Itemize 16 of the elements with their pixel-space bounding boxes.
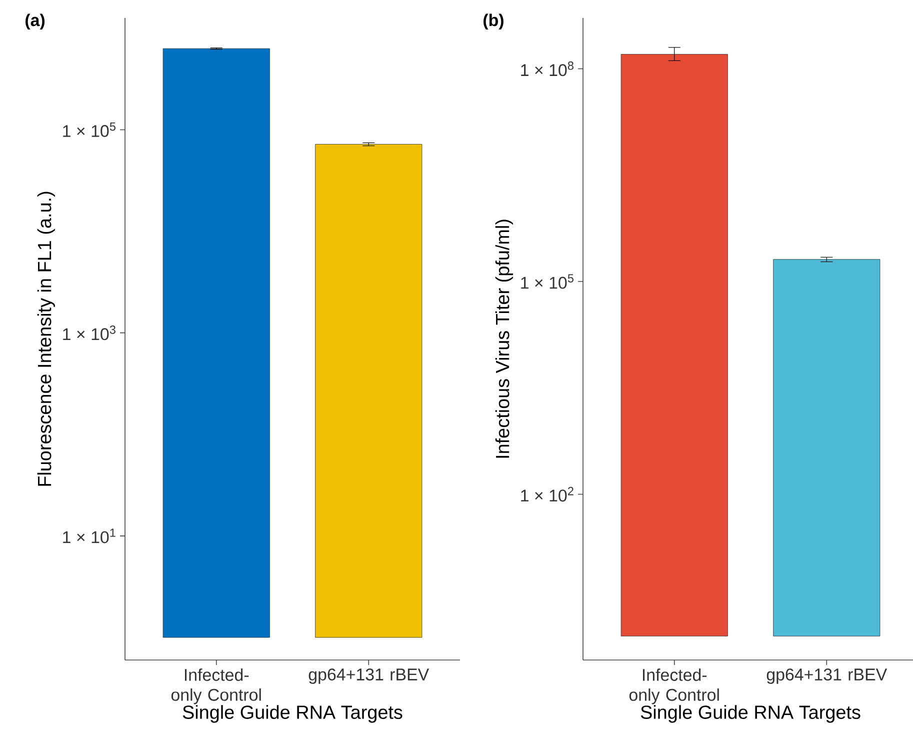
y-tick-label: 1 × 10$^{5}$	[63, 122, 116, 138]
y-tick-label: 1 × 10$^{1}$	[63, 528, 116, 544]
y-tick-label: 1 × 10$^{3}$	[63, 325, 116, 340]
y-axis-title: Infectious Virus Titer (pfu/ml)	[495, 220, 513, 458]
y-axis-title: Fluorescence Intensity in FL1 (a.u.)	[37, 192, 55, 486]
x-tick-label: Infected-only Control	[629, 668, 719, 704]
y-tick-label: 1 × 10$^{8}$	[521, 61, 574, 76]
x-tick-label: gp64+131 rBEV	[308, 668, 430, 684]
chart-title: (a)	[26, 14, 45, 30]
y-tick-label: 1 × 10$^{2}$	[521, 486, 574, 502]
x-axis-title: Single Guide RNA Targets	[182, 705, 402, 723]
x-tick-label: gp64+131 rBEV	[766, 668, 888, 684]
chart-title: (b)	[484, 14, 504, 30]
x-tick-label: Infected-only Control	[171, 668, 261, 704]
x-axis-title: Single Guide RNA Targets	[640, 705, 860, 723]
y-tick-label: 1 × 10$^{5}$	[521, 274, 574, 289]
